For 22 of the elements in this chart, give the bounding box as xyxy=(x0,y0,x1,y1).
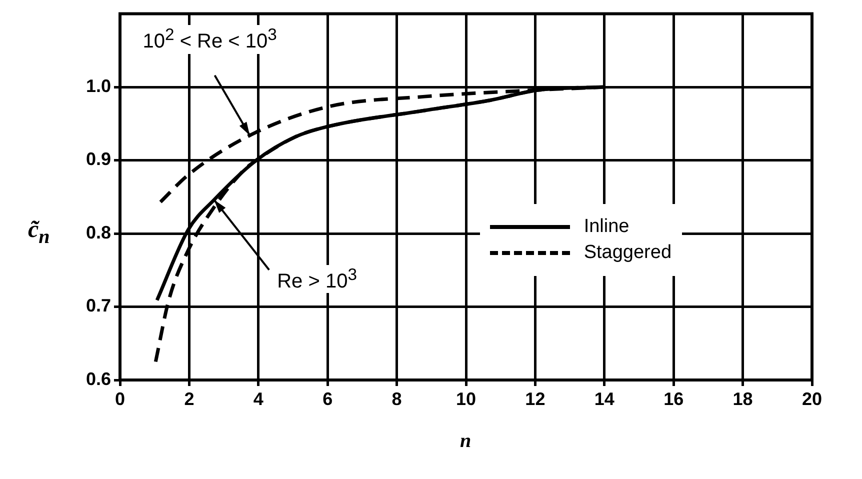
x-tick-label: 12 xyxy=(525,388,546,409)
y-tick-label: 0.7 xyxy=(86,296,111,316)
x-tick-label: 4 xyxy=(253,388,264,409)
x-tick-label: 18 xyxy=(732,388,753,409)
y-tick-label: 1.0 xyxy=(86,76,111,96)
y-tick-label: 0.9 xyxy=(86,149,111,170)
x-tick-label: 0 xyxy=(114,388,126,409)
y-axis-title: c̃$_{n}$ xyxy=(28,216,50,249)
annotation: Re > 10$^{3}$ xyxy=(274,264,360,294)
annotation: 10$^{2}$ < Re < 10$^{3}$ xyxy=(140,25,280,54)
x-axis-title: n xyxy=(460,430,472,453)
legend-label: Inline xyxy=(584,216,630,238)
x-tick-label: 8 xyxy=(392,388,402,409)
x-tick-label: 20 xyxy=(802,388,822,409)
y-tick-label: 0.8 xyxy=(86,222,111,242)
x-tick-label: 16 xyxy=(664,388,684,409)
x-tick-label: 2 xyxy=(184,388,194,409)
x-tick-label: 6 xyxy=(322,388,333,409)
x-tick-label: 14 xyxy=(594,388,614,409)
legend-label: Staggered xyxy=(584,242,672,264)
y-tick-label: 0.6 xyxy=(86,368,111,389)
x-tick-label: 10 xyxy=(456,388,476,409)
